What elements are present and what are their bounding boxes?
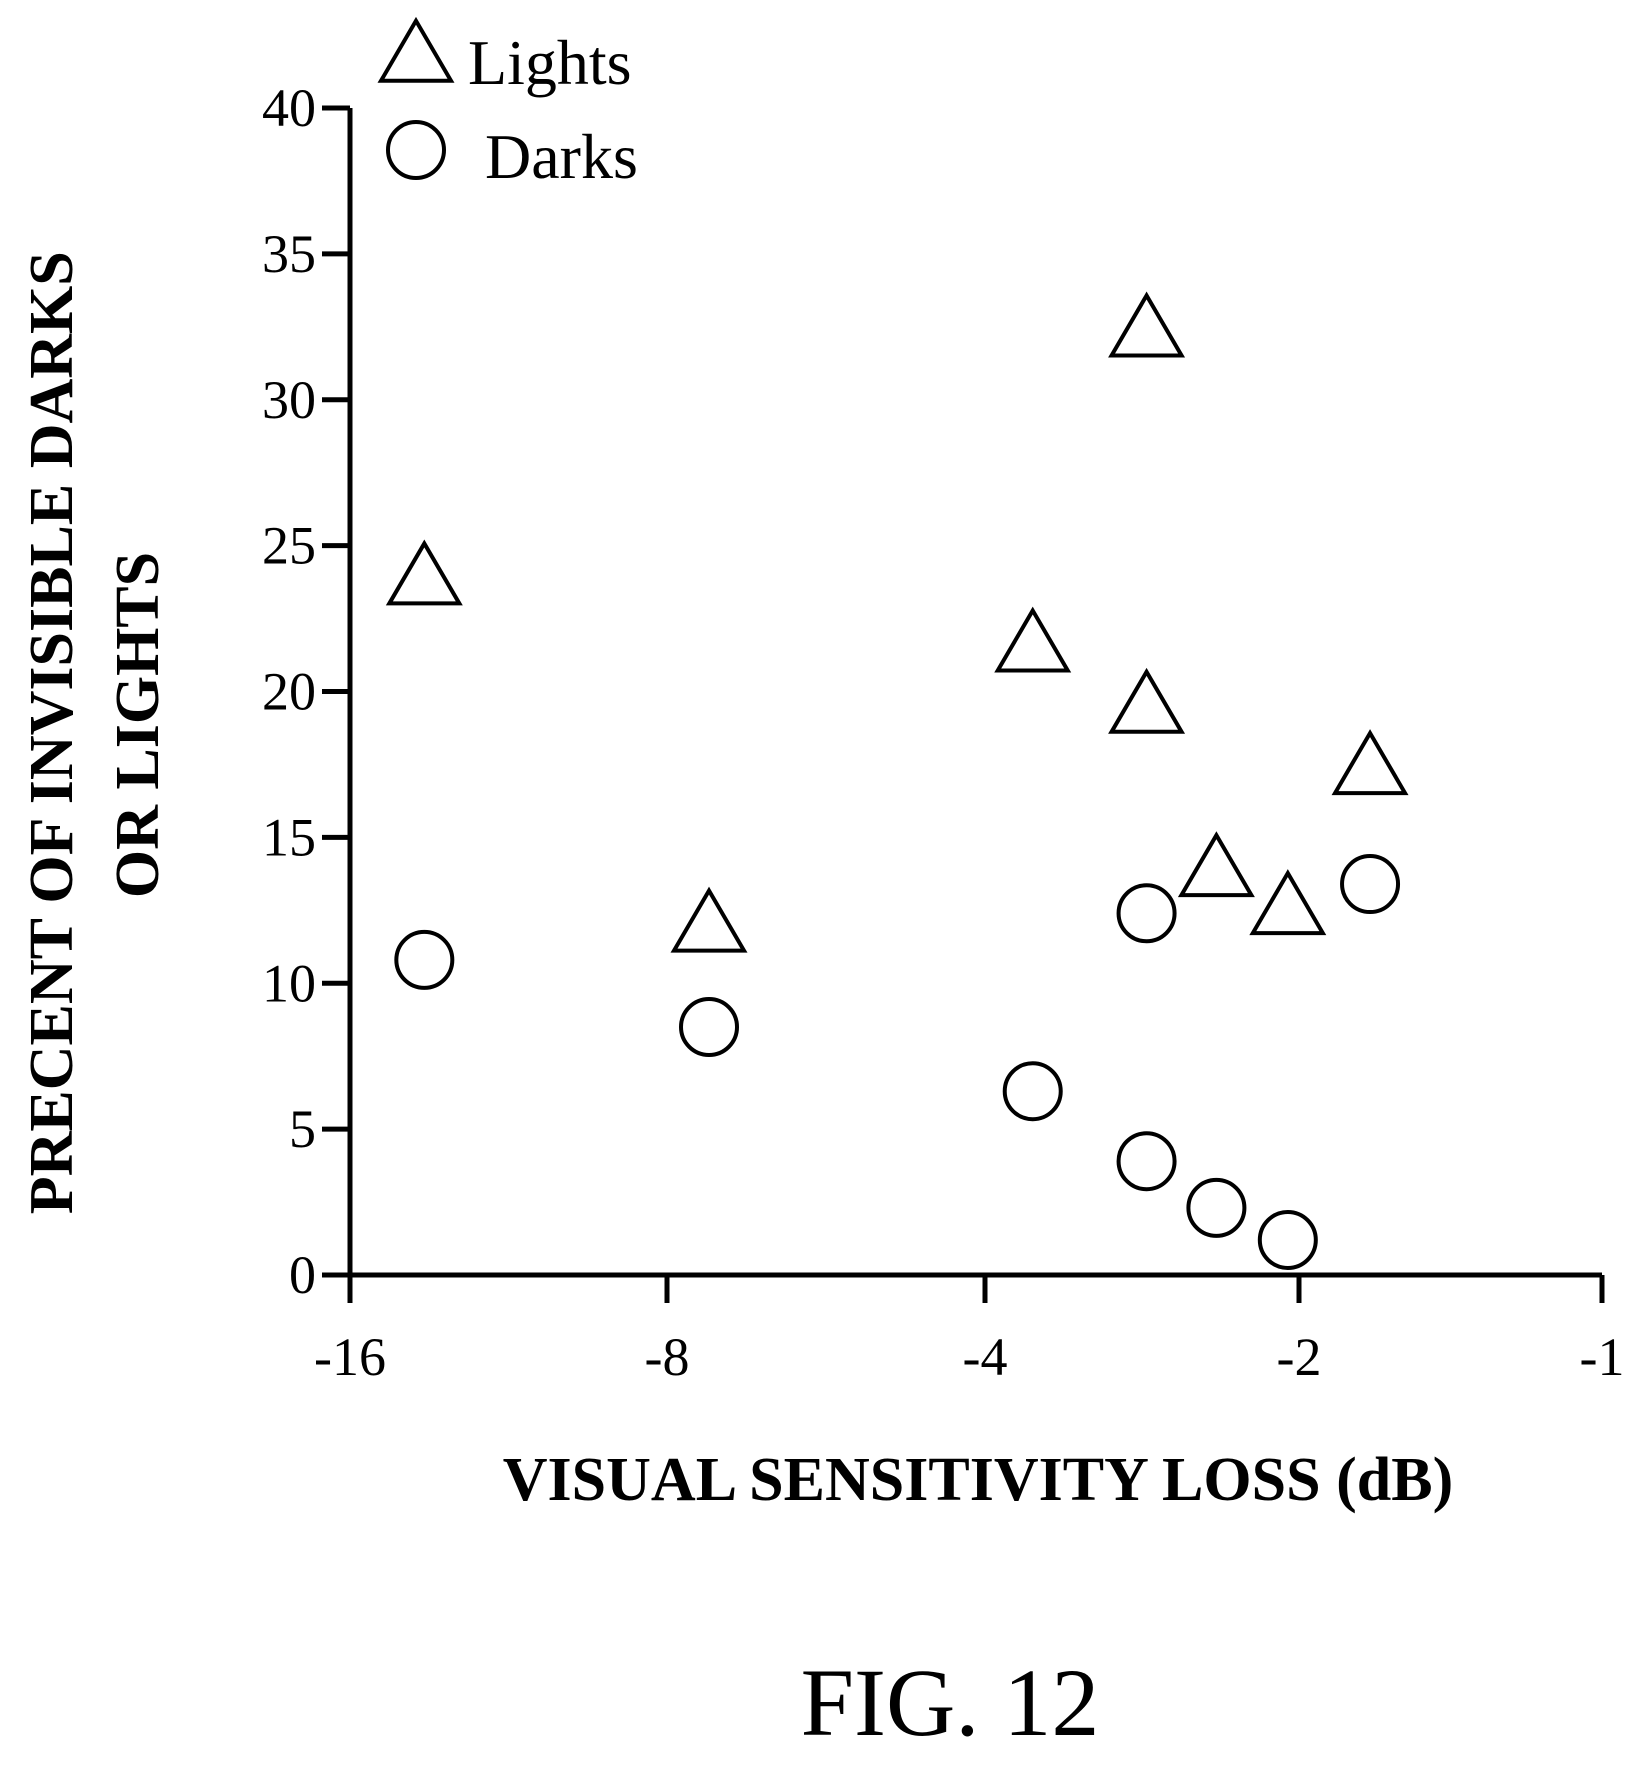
y-axis-title-line-1: PRECENT OF INVISIBLE DARKS (18, 251, 86, 1214)
y-tick-label: 20 (262, 662, 316, 722)
y-tick-label: 10 (262, 953, 316, 1013)
lights-point (1108, 291, 1186, 358)
y-tick-label: 30 (262, 370, 316, 430)
lights-point (670, 886, 748, 953)
x-tick-label: -4 (963, 1327, 1008, 1387)
y-tick-label: 35 (262, 224, 316, 284)
darks-point (1116, 883, 1177, 944)
lights-point (1177, 831, 1255, 898)
darks-point (1116, 1131, 1177, 1192)
figure-caption: FIG. 12 (801, 1649, 1100, 1756)
y-tick-label: 25 (262, 516, 316, 576)
data-markers (385, 291, 1409, 1270)
x-axis-ticks: -16 -8 -4 -2 -1 (314, 1275, 1624, 1387)
y-tick-label: 40 (262, 78, 316, 138)
darks-point (394, 929, 455, 990)
darks-point (679, 997, 740, 1058)
legend-label-lights: Lights (468, 27, 632, 98)
y-axis-title: PRECENT OF INVISIBLE DARKS OR LIGHTS (18, 236, 172, 1214)
x-tick-label: -8 (645, 1327, 690, 1387)
darks-point (1186, 1177, 1247, 1238)
x-axis-title: VISUAL SENSITIVITY LOSS (dB) (503, 1446, 1453, 1514)
lights-point (1249, 869, 1327, 936)
darks-point (1002, 1061, 1063, 1122)
legend-lights-marker (377, 16, 455, 83)
darks-point (1257, 1209, 1318, 1270)
darks-point (1340, 854, 1401, 915)
legend-label-darks: Darks (485, 121, 638, 192)
x-tick-label: -1 (1580, 1327, 1625, 1387)
x-tick-label: -2 (1277, 1327, 1322, 1387)
lights-point (1331, 729, 1409, 796)
legend: Lights Darks (377, 16, 638, 192)
lights-point (1108, 667, 1186, 734)
x-tick-label: -16 (314, 1327, 386, 1387)
plot-area: 0 5 10 15 20 25 30 35 40 -16 -8 -4 -2 -1 (262, 78, 1624, 1387)
y-tick-label: 15 (262, 807, 316, 867)
lights-point (385, 539, 463, 606)
legend-darks-marker (386, 120, 446, 180)
lights-point (994, 606, 1072, 673)
y-axis-title-line-2: OR LIGHTS (104, 552, 172, 898)
y-tick-label: 0 (289, 1245, 316, 1305)
y-tick-label: 5 (289, 1099, 316, 1159)
y-axis-ticks: 0 5 10 15 20 25 30 35 40 (262, 78, 350, 1305)
